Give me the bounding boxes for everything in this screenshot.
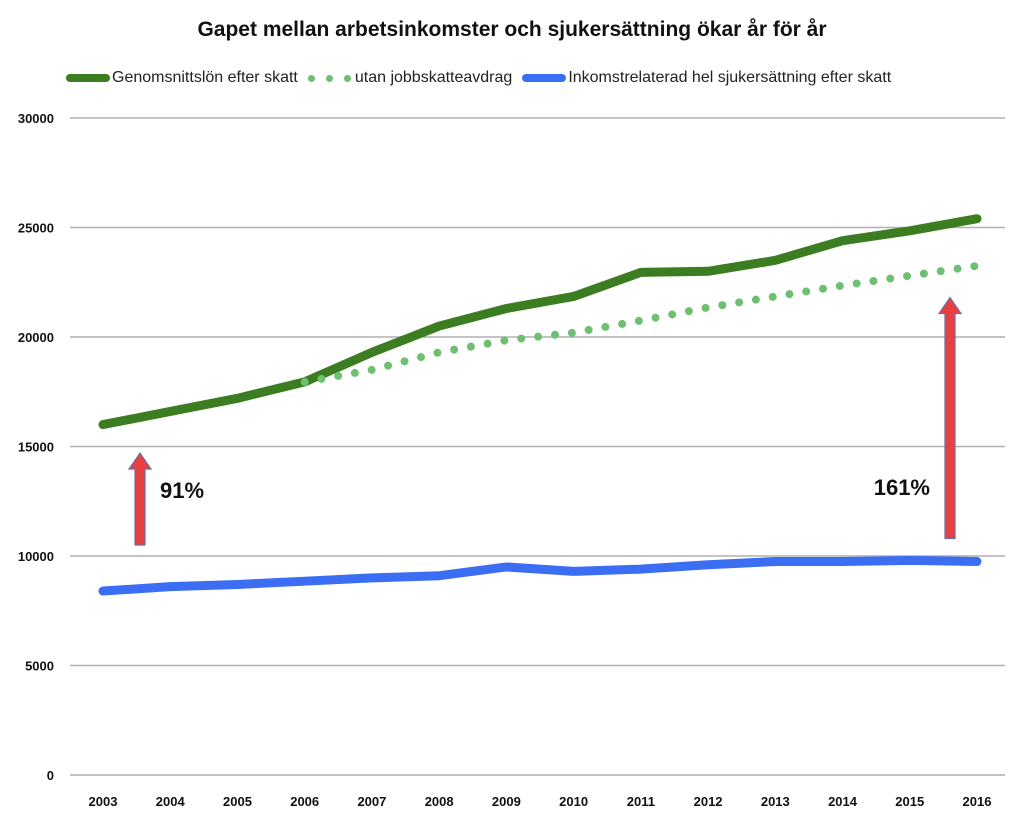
x-tick-label: 2010 <box>559 794 588 809</box>
legend-label: Inkomstrelaterad hel sjukersättning efte… <box>568 69 892 86</box>
x-tick-label: 2009 <box>492 794 521 809</box>
x-tick-label: 2006 <box>290 794 319 809</box>
x-tick-label: 2007 <box>357 794 386 809</box>
legend-swatch-blue <box>522 74 567 82</box>
y-tick-label: 5000 <box>25 659 54 674</box>
x-tick-label: 2015 <box>895 794 924 809</box>
x-tick-label: 2014 <box>828 794 858 809</box>
legend: Genomsnittslön efter skatt utan jobbskat… <box>66 69 891 87</box>
arrow-up-icon <box>937 296 963 540</box>
legend-swatch-green <box>66 74 110 82</box>
x-tick-label: 2008 <box>425 794 454 809</box>
y-tick-label: 15000 <box>18 440 54 455</box>
chart-title: Gapet mellan arbetsinkomster och sjukers… <box>197 18 827 41</box>
annotation-label: 161% <box>874 475 930 500</box>
legend-label: utan jobbskatteavdrag <box>354 69 513 86</box>
y-tick-label: 20000 <box>18 330 54 345</box>
x-tick-label: 2013 <box>761 794 790 809</box>
annotation-label: 91% <box>160 478 204 503</box>
y-tick-label: 10000 <box>18 549 54 564</box>
x-tick-label: 2004 <box>156 794 186 809</box>
x-tick-label: 2003 <box>89 794 118 809</box>
y-tick-label: 0 <box>47 768 54 783</box>
x-tick-label: 2011 <box>627 794 655 809</box>
y-tick-label: 25000 <box>18 221 54 236</box>
legend-swatch-dotted <box>307 74 351 82</box>
series-line-3 <box>98 555 982 596</box>
x-tick-label: 2016 <box>963 794 992 809</box>
legend-label: Genomsnittslön efter skatt <box>112 69 298 86</box>
y-tick-label: 30000 <box>18 111 54 126</box>
series-line-2 <box>300 261 981 386</box>
series-line-1 <box>98 214 982 430</box>
x-tick-label: 2012 <box>694 794 723 809</box>
arrow-up-icon <box>127 452 153 546</box>
x-tick-label: 2005 <box>223 794 252 809</box>
